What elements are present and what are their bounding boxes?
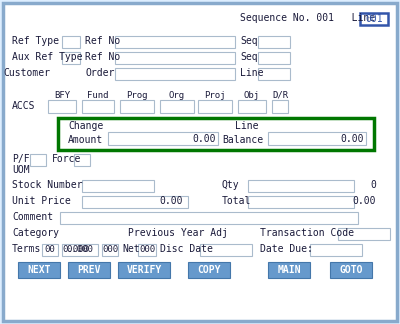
Text: Obj: Obj — [244, 90, 260, 99]
Text: Ref Type: Ref Type — [12, 36, 59, 46]
Bar — [48, 100, 76, 113]
Text: Change: Change — [68, 121, 103, 131]
Text: Category: Category — [12, 228, 59, 238]
Text: Force: Force — [52, 154, 81, 164]
Text: Seq: Seq — [240, 52, 258, 62]
Text: Ref No: Ref No — [85, 36, 120, 46]
Text: GOTO: GOTO — [339, 265, 363, 275]
Bar — [60, 212, 358, 224]
Bar — [248, 180, 354, 192]
Bar — [115, 68, 235, 80]
Text: 0.00: 0.00 — [192, 134, 216, 144]
Bar — [258, 52, 290, 64]
Bar — [68, 262, 110, 278]
Text: ACCS: ACCS — [12, 101, 36, 111]
Text: Balance: Balance — [222, 135, 263, 145]
Bar — [115, 36, 235, 48]
Text: 0.000: 0.000 — [66, 245, 94, 253]
Text: BFY: BFY — [54, 90, 70, 99]
Text: 001: 001 — [365, 14, 383, 24]
Text: Amount: Amount — [68, 135, 103, 145]
Text: COPY: COPY — [197, 265, 221, 275]
Bar — [200, 244, 252, 256]
Text: Aux Ref Type: Aux Ref Type — [12, 52, 82, 62]
Text: Line: Line — [240, 68, 264, 78]
Text: VERIFY: VERIFY — [126, 265, 162, 275]
Text: Comment: Comment — [12, 212, 53, 222]
Bar — [188, 262, 230, 278]
Text: D/R: D/R — [272, 90, 288, 99]
Bar — [30, 154, 46, 166]
Bar — [330, 262, 372, 278]
Text: Transaction Code: Transaction Code — [260, 228, 354, 238]
Bar — [258, 36, 290, 48]
Bar — [258, 68, 290, 80]
Text: 000: 000 — [139, 245, 155, 253]
Bar — [138, 244, 156, 256]
Text: Qty: Qty — [222, 180, 240, 190]
Text: Order: Order — [85, 68, 114, 78]
Text: MAIN: MAIN — [277, 265, 301, 275]
Bar — [42, 244, 58, 256]
Text: NEXT: NEXT — [27, 265, 51, 275]
Bar — [82, 196, 188, 208]
Text: Date Due:: Date Due: — [260, 244, 313, 254]
Text: Ref No: Ref No — [85, 52, 120, 62]
Bar — [108, 132, 218, 145]
Text: Line: Line — [235, 121, 258, 131]
Bar — [310, 244, 362, 256]
Bar — [62, 52, 80, 64]
Text: Disc Date: Disc Date — [160, 244, 213, 254]
Text: 0.000: 0.000 — [62, 245, 89, 253]
Text: 0.00: 0.00 — [160, 196, 183, 206]
Text: Unit Price: Unit Price — [12, 196, 71, 206]
Bar — [248, 196, 354, 208]
Bar — [62, 244, 98, 256]
Bar — [18, 262, 60, 278]
Bar — [360, 13, 388, 25]
Text: Fund: Fund — [87, 90, 109, 99]
Bar — [160, 100, 194, 113]
Bar — [115, 52, 235, 64]
Bar — [118, 262, 170, 278]
Bar — [102, 244, 118, 256]
Text: UOM: UOM — [12, 165, 30, 175]
Bar — [120, 100, 154, 113]
Text: Terms: Terms — [12, 244, 41, 254]
Text: Prog: Prog — [126, 90, 148, 99]
Bar — [272, 100, 288, 113]
Text: Org: Org — [169, 90, 185, 99]
Bar — [268, 132, 366, 145]
Bar — [268, 262, 310, 278]
Text: 0.00: 0.00 — [340, 134, 364, 144]
Text: Net: Net — [122, 244, 140, 254]
Bar — [74, 154, 90, 166]
Text: 0: 0 — [370, 180, 376, 190]
Text: 000: 000 — [102, 245, 118, 253]
Bar — [58, 118, 374, 150]
Text: Sequence No. 001   Line: Sequence No. 001 Line — [240, 13, 375, 23]
Bar — [238, 100, 266, 113]
Text: PREV: PREV — [77, 265, 101, 275]
Text: 00: 00 — [45, 245, 55, 253]
Text: Previous Year Adj: Previous Year Adj — [128, 228, 228, 238]
Bar — [82, 180, 154, 192]
Bar — [82, 100, 114, 113]
Text: Stock Number: Stock Number — [12, 180, 82, 190]
Bar — [198, 100, 232, 113]
Text: Seq: Seq — [240, 36, 258, 46]
Text: Total: Total — [222, 196, 251, 206]
Text: Proj: Proj — [204, 90, 226, 99]
Text: P/F: P/F — [12, 154, 30, 164]
Bar — [338, 228, 390, 240]
Text: 0.00: 0.00 — [352, 196, 376, 206]
Text: Customer: Customer — [3, 68, 50, 78]
Bar — [62, 36, 80, 48]
